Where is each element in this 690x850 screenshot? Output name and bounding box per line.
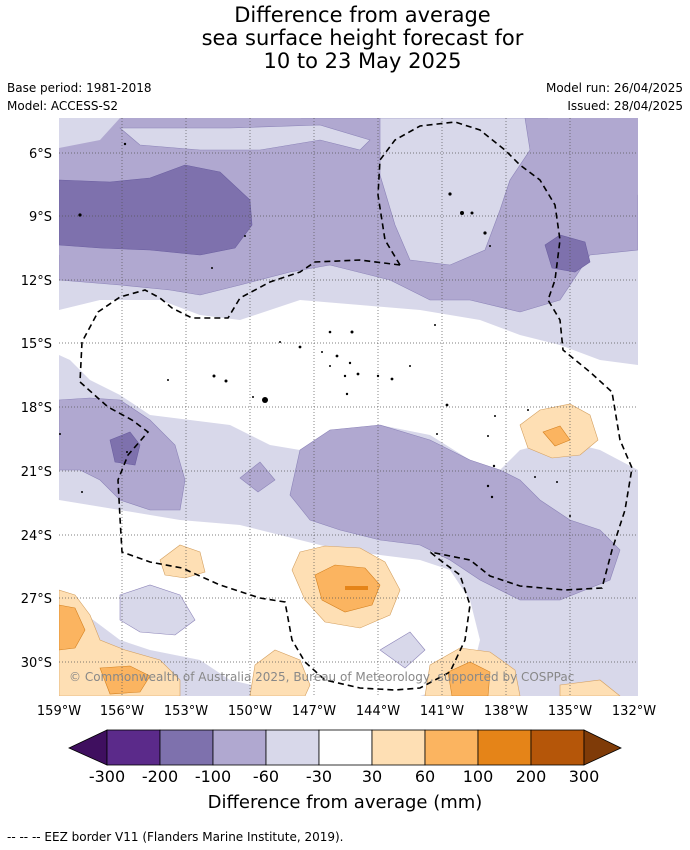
colorbar-tick: -100 (195, 767, 231, 786)
gridlines (59, 118, 638, 696)
colorbar-bin (371, 729, 426, 766)
lat-label: 15°S (21, 337, 52, 352)
lon-label: 156°W (100, 704, 144, 719)
pos-core-sw-2 (99, 665, 151, 695)
neg-core-west-small (109, 431, 141, 466)
base-period: Base period: 1981-2018 (7, 81, 152, 95)
lon-label: 147°W (292, 704, 336, 719)
colorbar-bin (530, 729, 585, 766)
colorbar-bin (212, 729, 267, 766)
lat-label: 30°S (21, 656, 52, 671)
colorbar-tick: -300 (89, 767, 125, 786)
weak-neg-north-strip (119, 124, 371, 151)
colorbar-tick: -30 (306, 767, 332, 786)
neg-core-west (59, 164, 253, 256)
lat-label: 24°S (21, 529, 52, 544)
colorbar-bin (106, 729, 161, 766)
eez-border-east (377, 121, 633, 591)
near-zero-central (59, 300, 638, 470)
colorbar-tick: 60 (415, 767, 435, 786)
title-line-1: Difference from average (234, 3, 491, 27)
weak-neg-north-gap (379, 118, 531, 266)
map-field: © Commonwealth of Australia 2025, Bureau… (59, 118, 638, 696)
lat-label: 6°S (29, 147, 52, 162)
colorbar-tick: 30 (362, 767, 382, 786)
pos-core-se (447, 661, 491, 696)
lon-label: 150°W (228, 704, 272, 719)
weak-neg-south-small (379, 631, 426, 669)
lon-label: 141°W (420, 704, 464, 719)
lat-label: 9°S (29, 210, 52, 225)
pos-patch-se-edge (559, 679, 621, 696)
colorbar-bin (477, 729, 532, 766)
lon-label: 135°W (548, 704, 592, 719)
colorbar-ticks: -300 -200 -100 -60 -30 30 60 100 200 300 (89, 767, 599, 786)
meta-left: Base period: 1981-2018 Model: ACCESS-S2 (7, 79, 152, 115)
pos-strong-central (345, 586, 368, 590)
neg-patch-small (239, 461, 276, 493)
colorbar-tick: 300 (569, 767, 600, 786)
lat-label: 27°S (21, 592, 52, 607)
colorbar-extend-low (68, 729, 108, 766)
model-name: Model: ACCESS-S2 (7, 99, 119, 113)
model-run: Model run: 26/04/2025 (545, 81, 683, 95)
islands (59, 142, 571, 517)
issued-date: Issued: 28/04/2025 (567, 99, 683, 113)
pos-patch-sw (59, 589, 181, 696)
lat-label: 12°S (21, 274, 52, 289)
colorbar-extend-high (583, 729, 622, 766)
colorbar-label: Difference from average (mm) (207, 792, 483, 813)
title-line-3: 10 to 23 May 2025 (263, 49, 462, 73)
colorbar-bin (159, 729, 214, 766)
colorbar-tick: -60 (253, 767, 279, 786)
eez-border-west (79, 259, 471, 691)
pos-core-sw (59, 604, 86, 651)
latitude-labels: 6°S 9°S 12°S 15°S 18°S 21°S 24°S 27°S 30… (21, 147, 52, 671)
weak-neg-nw-corner (59, 118, 120, 148)
colorbar-tick: -200 (142, 767, 178, 786)
pos-patch-south (249, 649, 311, 696)
colorbar-tick: 100 (463, 767, 494, 786)
copyright-text: © Commonwealth of Australia 2025, Bureau… (69, 670, 574, 684)
colorbar: -300 -200 -100 -60 -30 30 60 100 200 300 (68, 729, 622, 786)
title-line-2: sea surface height forecast for (201, 26, 524, 50)
neg-ne-corner (548, 118, 638, 195)
lon-label: 159°W (37, 704, 81, 719)
longitude-labels: 159°W 156°W 153°W 150°W 147°W 144°W 141°… (37, 704, 656, 719)
chart-title: Difference from average sea surface heig… (0, 4, 690, 73)
eez-borders (79, 121, 633, 691)
colorbar-bin (318, 729, 373, 766)
lat-label: 18°S (21, 401, 52, 416)
weak-neg-south-blob (119, 584, 196, 636)
meta-right: Model run: 26/04/2025 Issued: 28/04/2025 (546, 79, 683, 115)
lon-label: 138°W (484, 704, 528, 719)
colorbar-tick: 200 (516, 767, 547, 786)
lon-label: 144°W (356, 704, 400, 719)
pos-patch-1 (159, 544, 206, 579)
lon-label: 132°W (612, 704, 656, 719)
colorbar-bin (424, 729, 479, 766)
lon-label: 153°W (164, 704, 208, 719)
lat-label: 21°S (21, 465, 52, 480)
colorbar-bin (265, 729, 320, 766)
eez-footnote: -- -- -- EEZ border V11 (Flanders Marine… (7, 830, 344, 844)
